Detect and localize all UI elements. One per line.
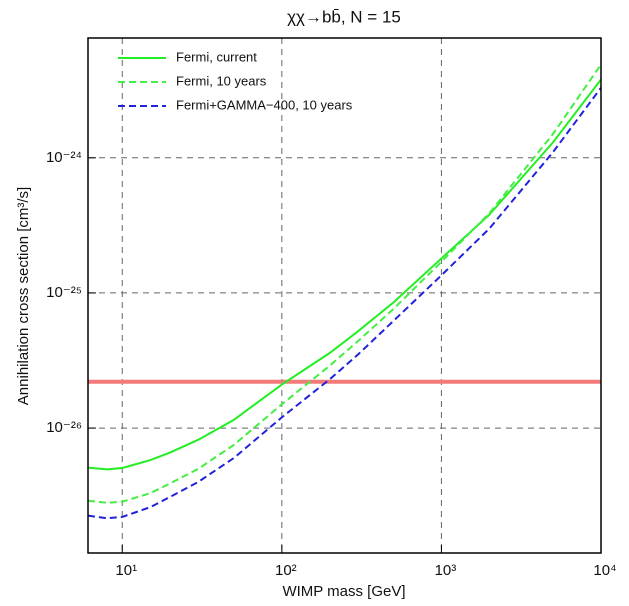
- series-line: [88, 78, 601, 471]
- series-line: [88, 63, 601, 504]
- chart-title: χχ→bb̄, N = 15: [287, 7, 401, 26]
- x-tick-label: 10²: [275, 562, 297, 579]
- legend-label: Fermi+GAMMA−400, 10 years: [176, 97, 353, 112]
- y-tick-label: 10⁻²⁴: [46, 149, 82, 166]
- x-tick-label: 10⁴: [593, 562, 616, 579]
- plot-frame: [87, 37, 602, 554]
- y-tick-label: 10⁻²⁵: [46, 284, 82, 301]
- y-tick-label: 10⁻²⁶: [46, 419, 82, 436]
- series-line: [88, 87, 601, 520]
- legend-label: Fermi, 10 years: [176, 73, 267, 88]
- x-axis-label: WIMP mass [GeV]: [282, 583, 405, 600]
- x-tick-label: 10³: [435, 562, 457, 579]
- y-axis-label: Annihilation cross section [cm³/s]: [15, 187, 32, 405]
- legend-label: Fermi, current: [176, 49, 257, 64]
- x-tick-label: 10¹: [115, 562, 137, 579]
